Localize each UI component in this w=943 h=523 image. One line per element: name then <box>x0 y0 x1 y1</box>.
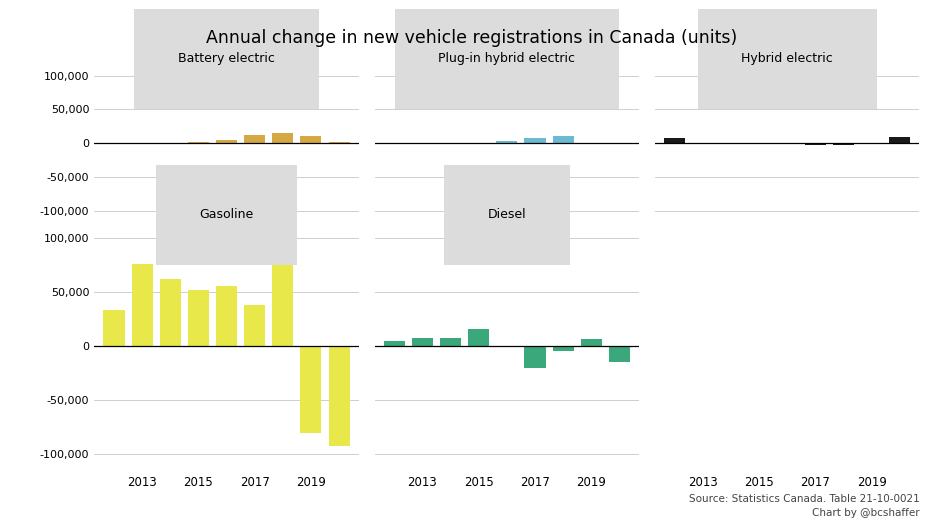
Bar <box>188 290 209 346</box>
Bar <box>384 340 405 346</box>
Bar <box>889 137 910 143</box>
Bar <box>720 143 741 144</box>
Bar <box>273 133 293 143</box>
Bar <box>496 346 518 347</box>
Bar <box>609 346 630 362</box>
Bar <box>553 346 573 351</box>
Bar <box>244 305 265 346</box>
Bar <box>468 328 489 346</box>
Bar <box>804 143 826 145</box>
Bar <box>328 346 350 446</box>
Bar <box>104 310 124 346</box>
Bar <box>328 142 350 143</box>
Bar <box>553 136 573 143</box>
Bar <box>496 141 518 143</box>
Text: Hybrid electric: Hybrid electric <box>741 52 833 65</box>
Bar <box>777 142 798 143</box>
Text: Annual change in new vehicle registrations in Canada (units): Annual change in new vehicle registratio… <box>206 29 737 47</box>
Bar <box>159 279 181 346</box>
Bar <box>301 346 322 433</box>
Bar <box>861 143 882 144</box>
Bar <box>301 136 322 143</box>
Bar <box>581 339 602 346</box>
Bar <box>188 142 209 143</box>
Bar <box>273 226 293 346</box>
Bar <box>132 264 153 346</box>
Bar <box>216 286 237 346</box>
Bar <box>216 140 237 143</box>
Text: Battery electric: Battery electric <box>178 52 275 65</box>
Text: Diesel: Diesel <box>488 208 526 221</box>
Bar <box>412 338 433 346</box>
Bar <box>524 138 546 143</box>
Bar <box>833 143 854 144</box>
Text: Plug-in hybrid electric: Plug-in hybrid electric <box>438 52 575 65</box>
Bar <box>440 338 461 346</box>
Bar <box>244 134 265 143</box>
Text: Source: Statistics Canada. Table 21-10-0021
Chart by @bcshaffer: Source: Statistics Canada. Table 21-10-0… <box>688 494 919 518</box>
Bar <box>524 346 546 368</box>
Text: Gasoline: Gasoline <box>199 208 254 221</box>
Bar <box>664 138 686 143</box>
